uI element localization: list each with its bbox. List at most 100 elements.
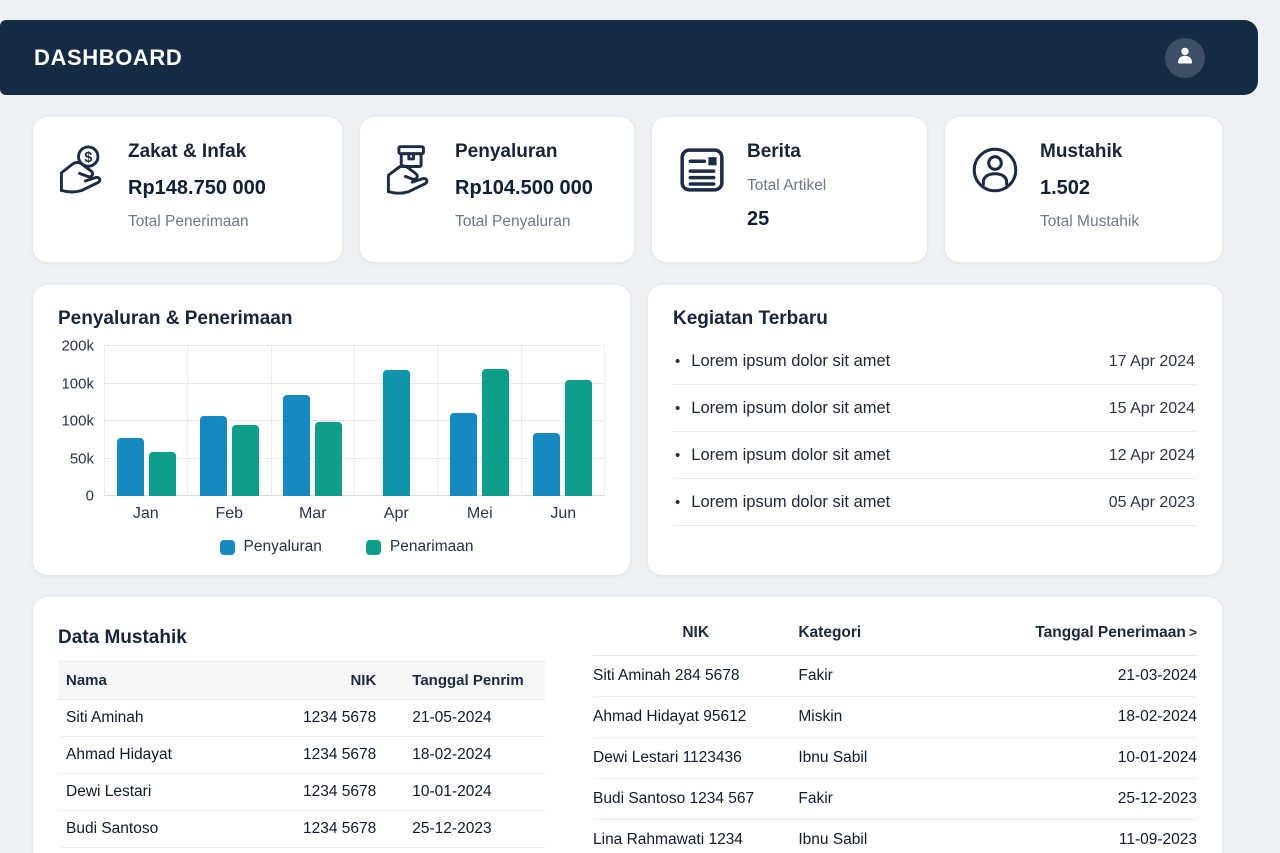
kegiatan-list-item: • Lorem ipsum dolor sit amet 05 Apr 2023 [673,479,1197,526]
bar-group-apr [353,346,437,496]
bullet-icon: • [675,494,681,511]
mustahik-table: Nama NIK Tanggal Penrim Siti Aminah 1234 56… [58,661,545,853]
table-row: Siti Aminah 284 5678 Fakir 21-03-2024 [593,655,1197,697]
mustahik-col-nama: Nama [58,661,268,700]
page-title: DASHBOARD [34,44,183,70]
mustahik-col-tanggal-penrim: Tanggal Penrim [384,661,545,700]
table-row: Ahmad Hidayat 1234 5678 18-02-2024 [58,736,545,774]
kegiatan-item-date: 17 Apr 2024 [1108,352,1195,370]
table-row: Budi Santoso 1234 5678 25-12-2023 [58,810,545,848]
stat-card-line2: Rp148.750 000 [128,177,266,199]
kegiatan-item-date: 12 Apr 2024 [1108,446,1195,464]
kegiatan-title: Kegiatan Terbaru [673,308,828,329]
bar-penarimaan-mar [315,422,343,496]
svg-text:$: $ [84,150,92,166]
stat-card-zakat-infak: $ Zakat & Infak Rp148.750 000 Total Pene… [33,117,342,262]
data-mustahik-section: Data Mustahik Nama NIK Tanggal Penrim Siti… [58,617,545,853]
penerimaan-table: NIK Kategori Tanggal Penerimaan > Siti Amin… [593,617,1197,853]
person-circle-icon [967,138,1025,241]
penerimaan-col-tanggal-penerimaan[interactable]: Tanggal Penerimaan > [979,617,1197,656]
legend-item-penyaluran: Penyaluran [219,538,322,556]
kegiatan-list-item: • Lorem ipsum dolor sit amet 15 Apr 2024 [673,385,1197,432]
stat-card-title: Zakat & Infak [128,141,247,162]
penerimaan-col-kategori: Kategori [798,617,980,656]
bar-penyaluran-feb [199,416,227,496]
stat-card-line3: Total Penyaluran [455,213,571,230]
penerimaan-section: NIK Kategori Tanggal Penerimaan > Siti Amin… [593,617,1197,853]
y-tick-label: 100k [61,412,94,430]
kegiatan-item-date: 15 Apr 2024 [1108,399,1195,417]
bar-penarimaan-jan [148,452,176,496]
bar-penyaluran-apr [382,370,410,496]
tables-card: Data Mustahik Nama NIK Tanggal Penrim Siti… [33,597,1222,853]
stat-card-line2: Total Artikel [747,177,827,194]
table-row: Ahmad Hidayat 95612 Miskin 18-02-2024 [593,696,1197,738]
user-avatar-icon [1173,43,1197,72]
x-tick-label: Mar [298,505,327,522]
chart-y-axis: 200k 100k 100k 50k 0 [58,338,104,505]
kegiatan-list-item: • Lorem ipsum dolor sit amet 12 Apr 2024 [673,432,1197,479]
x-tick-label: Jan [132,505,159,522]
gridline [104,345,605,346]
bar-group-mei [437,346,520,496]
legend-label: Penyaluran [243,538,322,555]
chart-plot-area [104,345,605,496]
stat-card-penyaluran: Penyaluran Rp104.500 000 Total Penyalura… [360,117,634,262]
bullet-icon: • [675,400,681,417]
stat-cards-row: $ Zakat & Infak Rp148.750 000 Total Pene… [33,117,1222,262]
table-row: Siti Aminah 1234 5678 21-05-2024 [58,699,545,737]
stat-card-mustahik: Mustahik 1.502 Total Mustahik [945,117,1222,262]
mustahik-col-nik: NIK [267,661,385,700]
sort-chevron-icon[interactable]: > [1188,624,1197,640]
mustahik-table-header: Nama NIK Tanggal Penrim [58,661,545,700]
x-tick-label: Apr [383,505,409,522]
bar-group-jan [104,346,187,496]
chart-x-axis: Jan Feb Mar Apr Mei Jun [104,505,605,523]
y-tick-label: 50k [69,450,94,467]
kegiatan-item-text: Lorem ipsum dolor sit amet [691,352,891,370]
top-header-bar: DASHBOARD [0,20,1258,95]
bullet-icon: • [675,447,681,464]
penerimaan-col-nik: NIK [593,617,799,656]
bar-penarimaan-feb [231,425,259,496]
bar-penyaluran-mar [283,395,311,496]
bullet-icon: • [675,353,681,370]
bar-penyaluran-jun [533,433,561,496]
bar-penyaluran-mei [449,413,477,496]
kegiatan-item-date: 05 Apr 2023 [1108,493,1195,511]
bar-penarimaan-jun [565,380,593,496]
bar-group-feb [187,346,270,496]
bar-penyaluran-jan [116,438,144,496]
stat-card-line3: Total Mustahik [1040,213,1140,230]
bar-group-mar [270,346,354,496]
legend-swatch [365,539,381,555]
y-tick-label: 0 [85,487,94,505]
chart-legend: Penyaluran Penarimaan [88,538,605,556]
kegiatan-item-text: Lorem ipsum dolor sit amet [691,446,891,464]
stat-card-title: Berita [747,141,801,162]
stat-card-line2: Rp104.500 000 [455,177,593,199]
penerimaan-table-header: NIK Kategori Tanggal Penerimaan > [593,617,1197,656]
y-tick-label: 100k [61,375,94,392]
chart-title: Penyaluran & Penerimaan [58,308,293,329]
stat-card-title: Mustahik [1040,141,1123,162]
legend-item-penarimaan: Penarimaan [365,538,474,556]
x-tick-label: Jun [550,505,577,522]
x-tick-label: Feb [215,505,244,522]
table-row: Dewi Lestari 1123436 Ibnu Sabil 10-01-2024 [593,737,1197,779]
dashboard-content: $ Zakat & Infak Rp148.750 000 Total Pene… [33,117,1222,853]
news-icon [674,138,732,241]
y-tick-label: 200k [61,337,94,355]
user-avatar-button[interactable] [1165,37,1205,78]
legend-label: Penarimaan [389,538,474,555]
legend-swatch [219,539,235,555]
kegiatan-list-item: • Lorem ipsum dolor sit amet 17 Apr 2024 [673,338,1197,385]
bar-chart: 200k 100k 100k 50k 0 [58,338,605,505]
x-tick-label: Mei [466,505,493,522]
stat-card-line3: 25 [747,208,770,230]
stat-card-line2: 1.502 [1040,177,1091,199]
table-row: Budi Santoso 1234 567 Fakir 25-12-2023 [593,778,1197,820]
kegiatan-list: • Lorem ipsum dolor sit amet 17 Apr 2024 • L… [673,338,1197,526]
table-row: Lina Rahmawati 1234 Ibnu Sabil 11-09-2023 [593,819,1197,853]
stat-card-berita: Berita Total Artikel 25 [652,117,927,262]
